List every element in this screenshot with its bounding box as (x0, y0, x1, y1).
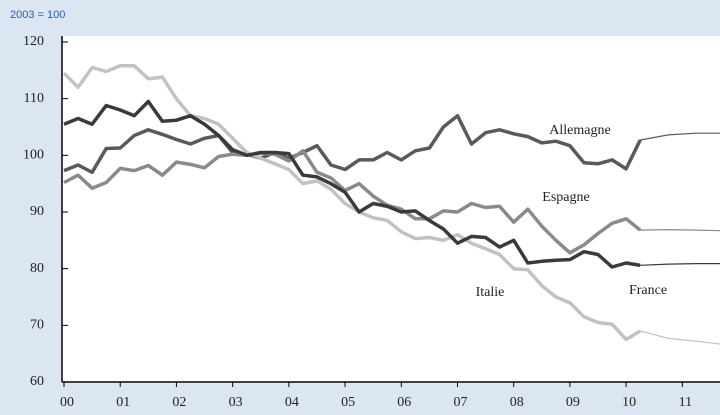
x-tick-label: 09 (566, 395, 580, 410)
projection-line (640, 132, 720, 141)
projection-line (640, 330, 720, 345)
x-tick-label: 02 (172, 395, 186, 410)
x-tick-label: 06 (397, 395, 411, 410)
x-tick-label: 11 (679, 395, 692, 410)
y-tick-label: 100 (23, 148, 44, 163)
x-tick-label: 00 (60, 395, 74, 410)
x-tick-label: 04 (285, 395, 299, 410)
series-line (63, 149, 642, 255)
y-tick-label: 80 (30, 261, 44, 276)
series-label: Espagne (542, 190, 589, 205)
series-line (63, 99, 641, 269)
x-tick-label: 03 (229, 395, 243, 410)
projection-line (640, 228, 720, 232)
series-line (62, 64, 642, 342)
chart-subtitle: 2003 = 100 (10, 9, 65, 21)
x-tick-label: 01 (116, 395, 130, 410)
x-tick-label: 05 (341, 395, 355, 410)
series-label: Allemagne (549, 123, 610, 138)
y-tick-label: 110 (24, 91, 44, 106)
y-tick-label: 90 (30, 204, 44, 219)
series-label: Italie (476, 285, 505, 300)
projection-line (640, 263, 720, 266)
y-tick-label: 120 (23, 34, 44, 49)
x-tick-label: 07 (453, 395, 467, 410)
series-line (63, 113, 642, 175)
series-label: France (629, 283, 667, 298)
y-tick-label: 60 (30, 374, 44, 389)
y-tick-label: 70 (30, 318, 44, 333)
x-tick-label: 10 (622, 395, 636, 410)
x-tick-label: 08 (510, 395, 524, 410)
